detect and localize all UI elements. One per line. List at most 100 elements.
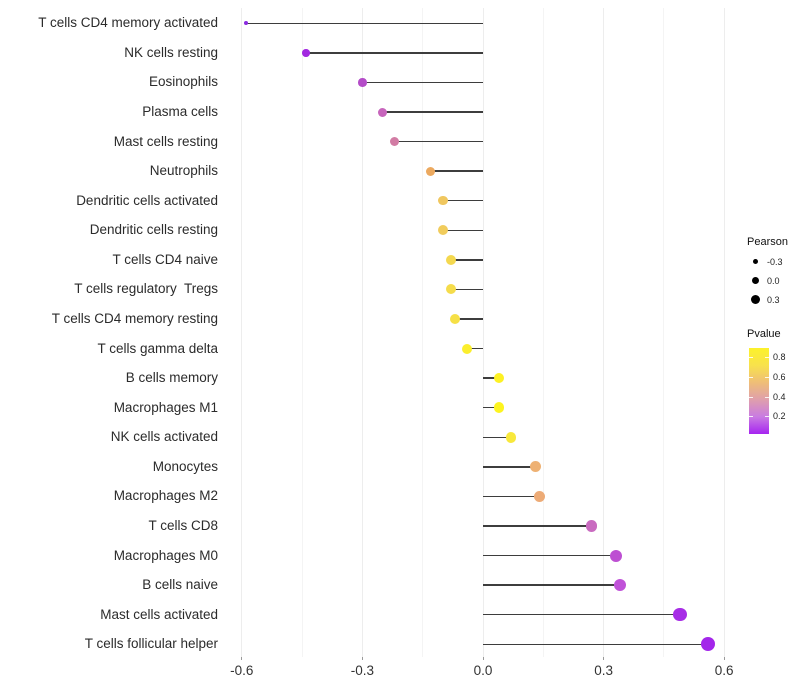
lollipop-dot	[390, 137, 400, 147]
category-label: T cells CD4 memory resting	[51, 311, 218, 326]
pearson-key-dot	[751, 277, 759, 284]
gridline-minor	[542, 8, 544, 657]
lollipop-dot	[378, 107, 387, 117]
pearson-key-wrap	[747, 277, 763, 284]
lollipop-stem	[483, 643, 709, 645]
x-tick-mark	[241, 657, 243, 660]
category-label: T cells CD4 memory activated	[38, 15, 218, 31]
pearson-size-legend: Pearson -0.3 0.0 0.3	[747, 236, 788, 309]
lollipop-dot	[493, 402, 505, 413]
gridline-major	[603, 8, 605, 657]
pearson-key-dot	[750, 295, 760, 304]
category-label: Dendritic cells activated	[76, 192, 218, 208]
category-label: T cells regulatory Tregs	[74, 281, 218, 297]
lollipop-dot	[701, 637, 716, 652]
pvalue-tick-right	[765, 376, 769, 378]
category-label: Dendritic cells resting	[89, 222, 218, 238]
lollipop-dot	[613, 579, 626, 592]
x-tick-mark	[723, 657, 725, 660]
category-label: T cells gamma delta	[97, 340, 218, 356]
lollipop-dot	[243, 21, 248, 26]
lollipop-dot	[445, 284, 456, 295]
pearson-key-wrap	[747, 259, 763, 264]
category-label: NK cells resting	[124, 44, 218, 60]
x-tick-label: -0.3	[350, 663, 375, 678]
pvalue-tick-left	[749, 376, 753, 378]
pearson-legend-title: Pearson	[747, 236, 788, 248]
lollipop-stem	[483, 436, 512, 438]
category-label: T cells CD4 naive	[112, 251, 218, 267]
lollipop-dot	[609, 549, 622, 562]
lollipop-stem	[382, 111, 483, 113]
pearson-legend-entry: -0.3	[747, 252, 788, 271]
pearson-key-label: 0.0	[767, 275, 780, 286]
category-label: NK cells activated	[110, 429, 218, 445]
pearson-key-dot	[752, 259, 758, 264]
gridline-minor	[422, 8, 424, 657]
lollipop-dot	[449, 314, 460, 324]
pvalue-tick-left	[749, 357, 753, 359]
lollipop-stem	[430, 170, 483, 172]
x-tick-label: 0.3	[594, 663, 613, 678]
pvalue-tick-label: 0.8	[773, 352, 786, 363]
lollipop-stem	[362, 81, 483, 84]
x-tick-mark	[361, 657, 363, 660]
pearson-legend-entry: 0.3	[747, 290, 788, 309]
pearson-legend-keys: -0.3 0.0 0.3	[747, 252, 788, 309]
lollipop-dot	[529, 461, 541, 473]
gridline-minor	[663, 8, 665, 657]
pearson-key-label: 0.3	[767, 294, 780, 305]
lollipop-dot	[438, 195, 448, 206]
lollipop-stem	[483, 525, 592, 527]
lollipop-dot	[437, 225, 448, 236]
gridline-major	[361, 8, 363, 657]
gridline-major	[723, 8, 725, 657]
pvalue-tick-label: 0.6	[773, 371, 786, 382]
lollipop-stem	[450, 259, 483, 261]
lollipop-dot	[302, 49, 310, 57]
lollipop-stem	[442, 229, 483, 231]
lollipop-stem	[450, 288, 483, 291]
pvalue-tick-left	[749, 415, 753, 417]
lollipop-dot	[533, 490, 545, 502]
pvalue-color-legend: Pvalue 0.8 0.6 0.4 0.2	[747, 328, 786, 434]
x-tick-label: 0.0	[473, 663, 493, 678]
lollipop-stem	[306, 52, 483, 54]
pvalue-tick-label: 0.2	[773, 410, 786, 421]
lollipop-stem	[483, 495, 540, 498]
gridline-minor	[301, 8, 303, 657]
category-label: Plasma cells	[142, 104, 218, 119]
category-label: Macrophages M1	[113, 399, 218, 415]
lollipop-dot	[493, 372, 505, 384]
category-label: T cells CD8	[148, 517, 218, 533]
pearson-key-label: -0.3	[767, 256, 783, 267]
pearson-key-wrap	[747, 295, 763, 304]
lollipop-dot	[461, 343, 472, 354]
x-tick-label: -0.6	[230, 663, 254, 678]
pvalue-tick-left	[749, 397, 753, 399]
lollipop-dot	[585, 520, 598, 532]
category-label: B cells memory	[125, 370, 218, 386]
lollipop-dot	[505, 432, 517, 443]
lollipop-stem	[483, 614, 680, 616]
lollipop-stem	[483, 584, 620, 586]
category-label: Neutrophils	[149, 163, 218, 179]
pvalue-tick-right	[765, 357, 769, 359]
lollipop-dot	[673, 607, 687, 622]
lollipop-stem	[442, 200, 483, 202]
pvalue-tick-right	[765, 415, 769, 417]
lollipop-stem	[483, 466, 536, 468]
x-tick-mark	[603, 657, 605, 660]
lollipop-stem	[483, 407, 500, 409]
pvalue-gradient-bar	[749, 348, 769, 434]
category-label: Macrophages M0	[113, 547, 218, 563]
category-label: Macrophages M2	[113, 488, 218, 504]
category-label: Eosinophils	[148, 74, 218, 90]
lollipop-stem	[454, 318, 483, 320]
lollipop-stem	[394, 140, 483, 143]
pvalue-tick-right	[765, 397, 769, 399]
lollipop-stem	[245, 22, 483, 24]
lollipop-dot	[426, 166, 436, 176]
pvalue-tick-label: 0.4	[773, 392, 786, 403]
